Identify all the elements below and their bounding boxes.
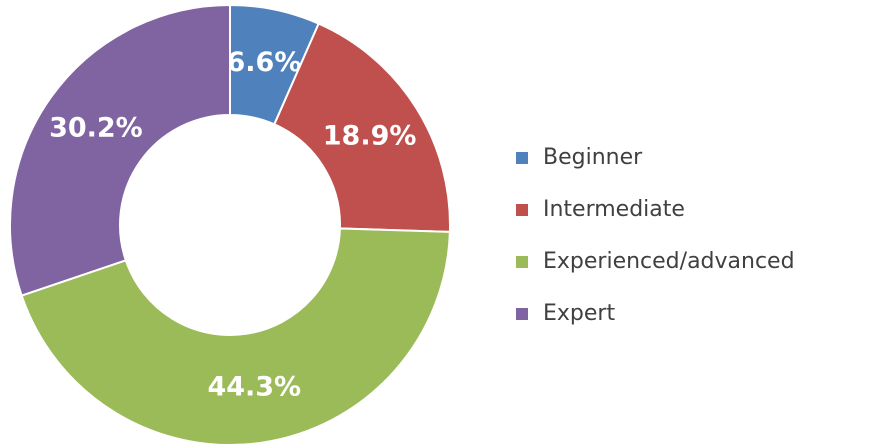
data-label: 18.9% [323, 121, 417, 152]
slice [9, 3, 231, 297]
data-label: 6.6% [227, 47, 302, 78]
legend-marker [516, 256, 528, 268]
data-label: 44.3% [207, 372, 301, 403]
legend-label: Beginner [543, 145, 643, 170]
legend-label: Experienced/advanced [543, 249, 795, 274]
legend-marker [516, 204, 528, 216]
legend-marker [516, 308, 528, 320]
legend-label: Intermediate [543, 197, 685, 222]
data-label: 30.2% [49, 112, 143, 143]
legend-label: Expert [543, 301, 615, 326]
legend-marker [516, 152, 528, 164]
slice [273, 22, 451, 233]
slice [20, 227, 451, 445]
